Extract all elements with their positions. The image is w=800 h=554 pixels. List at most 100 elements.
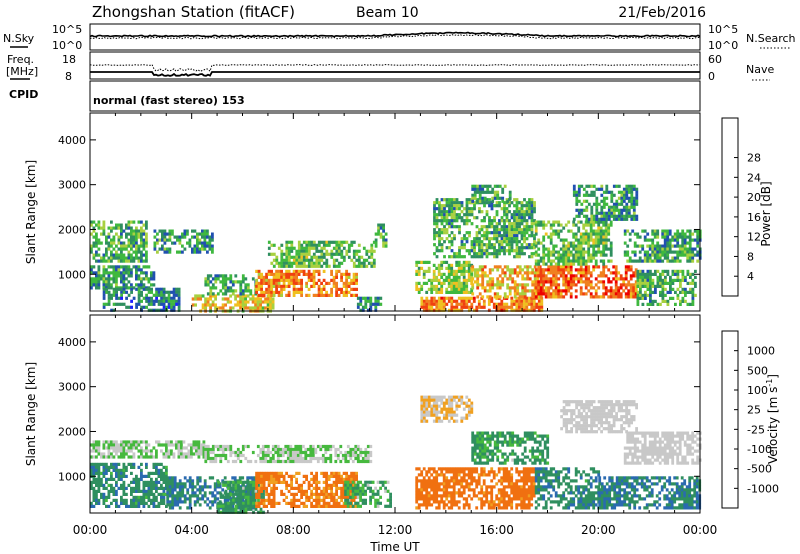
heatmap-cell bbox=[609, 259, 613, 263]
heatmap-cell bbox=[180, 440, 183, 444]
heatmap-cell bbox=[460, 269, 464, 273]
heatmap-cell bbox=[226, 277, 230, 281]
heatmap-cell bbox=[153, 241, 157, 245]
heatmap-cell bbox=[314, 450, 318, 455]
heatmap-cell bbox=[147, 480, 151, 484]
heatmap-cell bbox=[178, 494, 182, 498]
heatmap-cell bbox=[559, 223, 563, 227]
heatmap-cell bbox=[656, 269, 660, 273]
heatmap-cell bbox=[607, 295, 611, 299]
heatmap-cell bbox=[438, 201, 441, 205]
heatmap-cell bbox=[100, 241, 103, 245]
heatmap-cell bbox=[135, 440, 138, 444]
heatmap-cell bbox=[530, 299, 534, 303]
heatmap-cell bbox=[467, 296, 471, 300]
heatmap-cell bbox=[102, 259, 106, 263]
heatmap-cell bbox=[584, 259, 588, 263]
heatmap-cell bbox=[110, 501, 113, 505]
heatmap-cell bbox=[356, 456, 360, 461]
heatmap-cell bbox=[359, 299, 363, 303]
heatmap-cell bbox=[132, 256, 136, 260]
heatmap-cell bbox=[658, 247, 662, 251]
heatmap-cell bbox=[246, 300, 250, 304]
heatmap-cell bbox=[468, 231, 471, 235]
heatmap-cell bbox=[629, 292, 633, 296]
heatmap-cell bbox=[231, 292, 235, 296]
heatmap-cell bbox=[147, 277, 151, 281]
heatmap-cell bbox=[326, 447, 330, 452]
heatmap-cell bbox=[224, 283, 228, 287]
heatmap-cell bbox=[322, 246, 326, 250]
heatmap-cell bbox=[639, 293, 642, 297]
heatmap-cell bbox=[542, 280, 546, 284]
heatmap-cell bbox=[172, 443, 176, 447]
heatmap-cell bbox=[140, 259, 143, 263]
heatmap-cell bbox=[542, 223, 546, 227]
heatmap-cell bbox=[537, 247, 541, 251]
heatmap-cell bbox=[330, 252, 334, 256]
heatmap-cell bbox=[518, 283, 522, 287]
heatmap-cell bbox=[481, 184, 485, 188]
heatmap-cell bbox=[206, 450, 210, 455]
heatmap-cell bbox=[145, 244, 148, 248]
heatmap-cell bbox=[656, 253, 660, 257]
heatmap-cell bbox=[257, 272, 261, 276]
heatmap-cell bbox=[453, 204, 456, 208]
heatmap-cell bbox=[117, 268, 121, 272]
heatmap-cell bbox=[460, 240, 464, 244]
heatmap-cell bbox=[112, 465, 116, 469]
heatmap-cell bbox=[523, 289, 527, 293]
heatmap-cell bbox=[609, 295, 613, 299]
heatmap-cell bbox=[587, 232, 591, 236]
heatmap-cell bbox=[305, 281, 308, 285]
heatmap-cell bbox=[180, 455, 183, 459]
heatmap-cell bbox=[291, 447, 295, 452]
heatmap-cell bbox=[165, 290, 168, 294]
heatmap-cell bbox=[297, 281, 301, 285]
heatmap-cell bbox=[214, 280, 218, 284]
heatmap-cell bbox=[332, 246, 336, 250]
heatmap-cell bbox=[244, 303, 247, 307]
heatmap-cell bbox=[614, 283, 618, 287]
heatmap-cell bbox=[520, 210, 524, 214]
heatmap-cell bbox=[502, 308, 506, 312]
heatmap-cell bbox=[495, 234, 499, 238]
heatmap-cell bbox=[314, 456, 318, 461]
heatmap-cell bbox=[282, 258, 286, 262]
heatmap-cell bbox=[457, 260, 461, 264]
heatmap-cell bbox=[542, 289, 546, 293]
heatmap-cell bbox=[297, 246, 301, 250]
heatmap-cell bbox=[122, 498, 126, 502]
heatmap-cell bbox=[147, 471, 151, 475]
heatmap-cell bbox=[172, 452, 176, 456]
heatmap-cell bbox=[564, 274, 568, 278]
heatmap-cell bbox=[686, 290, 690, 294]
heatmap-cell bbox=[497, 302, 501, 306]
heatmap-cell bbox=[122, 247, 126, 251]
heatmap-cell bbox=[595, 217, 599, 221]
heatmap-cell bbox=[147, 308, 151, 312]
heatmap-cell bbox=[639, 284, 642, 288]
heatmap-cell bbox=[295, 261, 299, 265]
heatmap-cell bbox=[597, 238, 601, 242]
heatmap-cell bbox=[204, 280, 208, 284]
heatmap-cell bbox=[345, 284, 348, 288]
heatmap-cell bbox=[493, 219, 496, 223]
heatmap-cell bbox=[127, 446, 131, 450]
heatmap-cell bbox=[115, 223, 118, 227]
heatmap-cell bbox=[539, 268, 543, 272]
heatmap-cell bbox=[602, 280, 606, 284]
heatmap-cell bbox=[92, 504, 96, 508]
heatmap-cell bbox=[557, 271, 561, 275]
heatmap-cell bbox=[460, 237, 464, 241]
heatmap-cell bbox=[481, 274, 485, 278]
heatmap-cell bbox=[145, 480, 148, 484]
heatmap-cell bbox=[291, 453, 295, 458]
heatmap-cell bbox=[137, 440, 141, 444]
heatmap-cell bbox=[643, 235, 647, 239]
heatmap-cell bbox=[471, 196, 475, 200]
heatmap-cell bbox=[147, 299, 151, 303]
heatmap-cell bbox=[624, 271, 628, 275]
heatmap-cell bbox=[445, 219, 449, 223]
heatmap-cell bbox=[602, 190, 606, 194]
